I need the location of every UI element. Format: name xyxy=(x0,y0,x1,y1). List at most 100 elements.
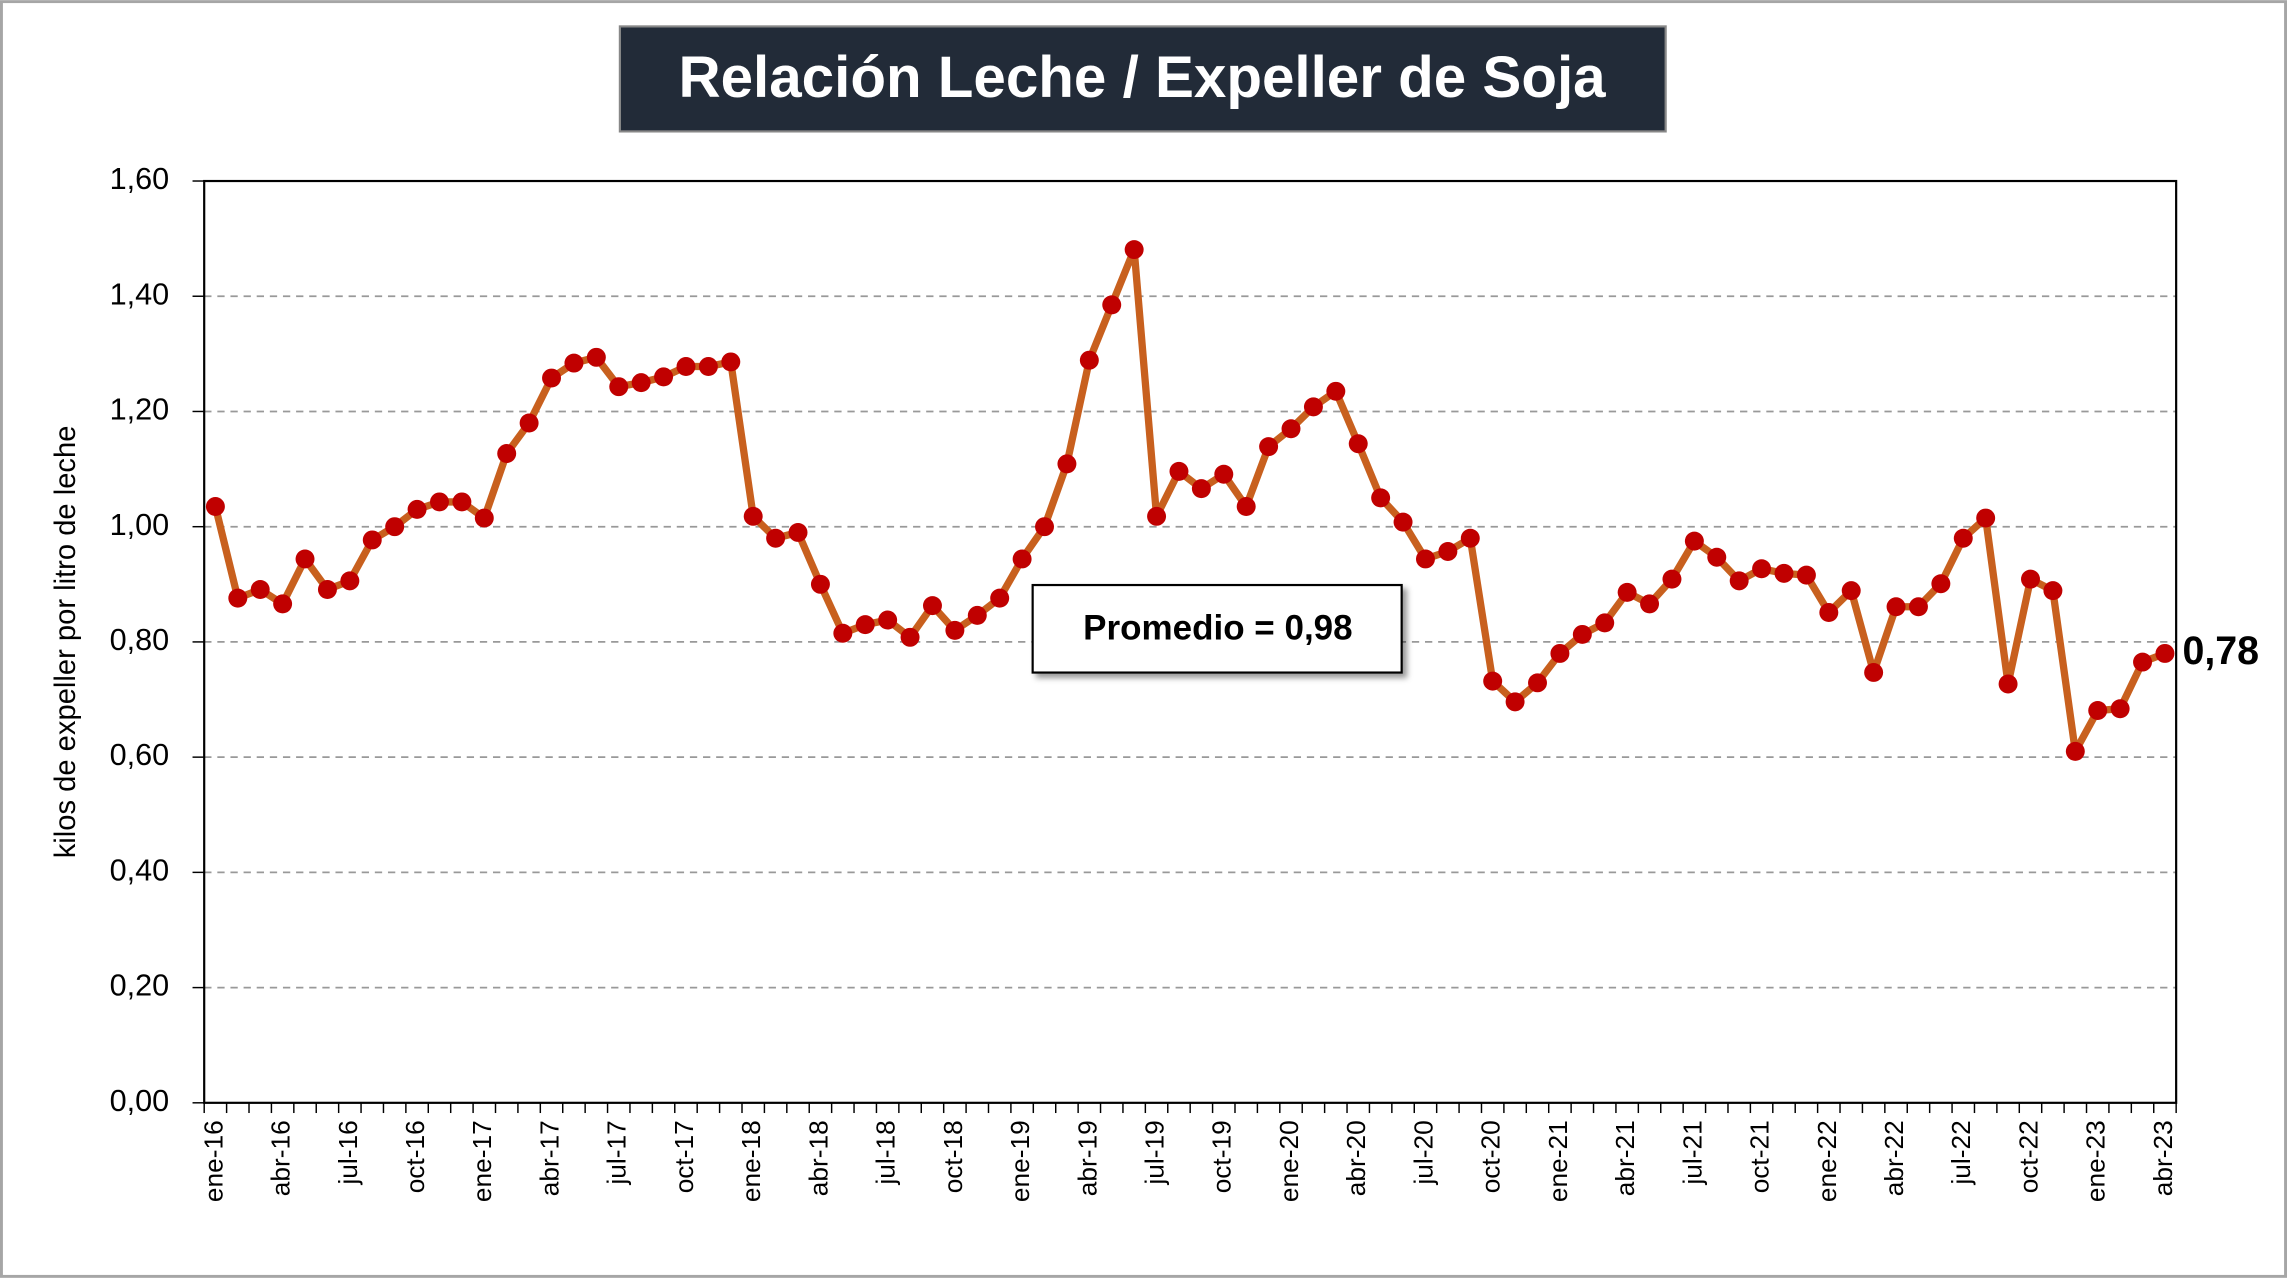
data-point xyxy=(1326,381,1346,401)
x-tick-label: oct-17 xyxy=(669,1120,699,1193)
annotation-box xyxy=(1031,583,1403,674)
x-tick-label: jul-22 xyxy=(1946,1120,1976,1185)
x-tick-label: abr-16 xyxy=(266,1120,296,1196)
x-tick-label: oct-20 xyxy=(1476,1120,1506,1193)
data-point xyxy=(878,610,898,630)
data-point xyxy=(1617,582,1637,602)
data-point xyxy=(564,353,584,373)
x-tick-label: ene-23 xyxy=(2081,1120,2111,1202)
data-point xyxy=(2065,741,2085,761)
chart-title: Relación Leche / Expeller de Soja xyxy=(678,45,1606,110)
x-tick-label: ene-18 xyxy=(736,1120,766,1202)
x-tick-label: ene-21 xyxy=(1543,1120,1573,1202)
data-point xyxy=(586,347,606,367)
data-point xyxy=(362,530,382,550)
x-tick-label: jul-19 xyxy=(1139,1120,1169,1185)
y-tick-label: 0,20 xyxy=(110,969,170,1003)
data-point xyxy=(1908,597,1928,617)
data-point xyxy=(1976,508,1996,528)
data-point xyxy=(1035,517,1054,537)
x-tick-label: ene-17 xyxy=(467,1120,497,1202)
x-tick-label: jul-16 xyxy=(333,1120,363,1185)
x-tick-label: oct-21 xyxy=(1745,1120,1775,1193)
x-tick-label: oct-22 xyxy=(2013,1120,2043,1193)
x-tick-label: jul-17 xyxy=(602,1120,632,1185)
data-point xyxy=(833,623,853,643)
data-point xyxy=(1662,569,1682,589)
x-tick-label: oct-18 xyxy=(938,1120,968,1193)
data-point xyxy=(1393,512,1413,532)
data-point xyxy=(922,596,942,616)
y-tick-label: 1,20 xyxy=(110,393,170,427)
data-point xyxy=(1528,673,1547,693)
data-point xyxy=(788,522,808,542)
y-axis-label: kilos de expeller por litro de leche xyxy=(50,426,82,859)
data-point xyxy=(967,605,987,625)
data-point xyxy=(1079,350,1099,370)
y-tick-label: 0,00 xyxy=(110,1084,170,1118)
data-point xyxy=(1998,674,2018,694)
data-point xyxy=(317,580,337,599)
data-point xyxy=(1191,479,1211,499)
data-point xyxy=(1572,624,1592,644)
data-point xyxy=(497,444,517,464)
data-point xyxy=(1505,692,1525,712)
data-point xyxy=(1303,397,1323,417)
data-point xyxy=(1886,597,1906,617)
data-point xyxy=(743,506,763,526)
data-point xyxy=(1348,434,1368,454)
data-point xyxy=(542,368,562,388)
x-tick-label: ene-16 xyxy=(198,1120,228,1202)
data-point xyxy=(1953,528,1973,548)
y-tick-label: 1,60 xyxy=(110,162,170,196)
x-tick-label: ene-22 xyxy=(1812,1120,1842,1202)
y-tick-label: 0,40 xyxy=(110,853,170,887)
data-point xyxy=(810,574,830,594)
data-point xyxy=(1729,571,1749,591)
data-point xyxy=(250,580,270,599)
data-point xyxy=(2021,569,2040,589)
data-point xyxy=(1841,581,1861,601)
x-tick-label: jul-21 xyxy=(1677,1120,1707,1185)
x-tick-label: abr-18 xyxy=(803,1120,833,1196)
data-point xyxy=(2155,643,2175,663)
data-point xyxy=(228,588,248,608)
data-point xyxy=(1214,464,1234,484)
y-tick-label: 0,60 xyxy=(110,738,170,772)
data-point xyxy=(945,620,965,640)
data-point xyxy=(385,517,405,537)
data-point xyxy=(2043,581,2063,601)
data-point xyxy=(1147,506,1167,526)
y-tick-label: 0,80 xyxy=(110,623,170,657)
data-point xyxy=(519,413,539,433)
data-point xyxy=(1169,461,1189,481)
data-label: 0,78 xyxy=(2182,629,2259,673)
data-point xyxy=(474,508,494,528)
data-point xyxy=(1236,497,1256,517)
data-point xyxy=(609,377,629,397)
data-point xyxy=(2088,700,2108,720)
data-point xyxy=(1483,671,1503,691)
x-tick-label: abr-17 xyxy=(534,1120,564,1196)
data-point xyxy=(654,367,674,387)
data-point xyxy=(1012,549,1032,569)
data-point xyxy=(721,352,741,372)
data-point xyxy=(452,492,472,512)
data-point xyxy=(2133,652,2153,672)
data-point xyxy=(1684,531,1704,551)
data-point xyxy=(676,357,696,377)
x-tick-label: jul-20 xyxy=(1408,1120,1438,1185)
data-point xyxy=(1707,547,1727,567)
data-point xyxy=(1819,603,1839,623)
data-point xyxy=(1438,541,1458,561)
x-tick-label: abr-20 xyxy=(1341,1120,1371,1196)
data-point xyxy=(1774,563,1794,583)
data-point xyxy=(1371,488,1391,508)
data-point xyxy=(430,492,449,512)
x-tick-label: abr-23 xyxy=(2148,1120,2178,1196)
data-line xyxy=(211,245,2167,756)
y-tick-label: 1,00 xyxy=(110,508,170,542)
data-point xyxy=(273,594,293,614)
data-point xyxy=(1102,295,1122,315)
